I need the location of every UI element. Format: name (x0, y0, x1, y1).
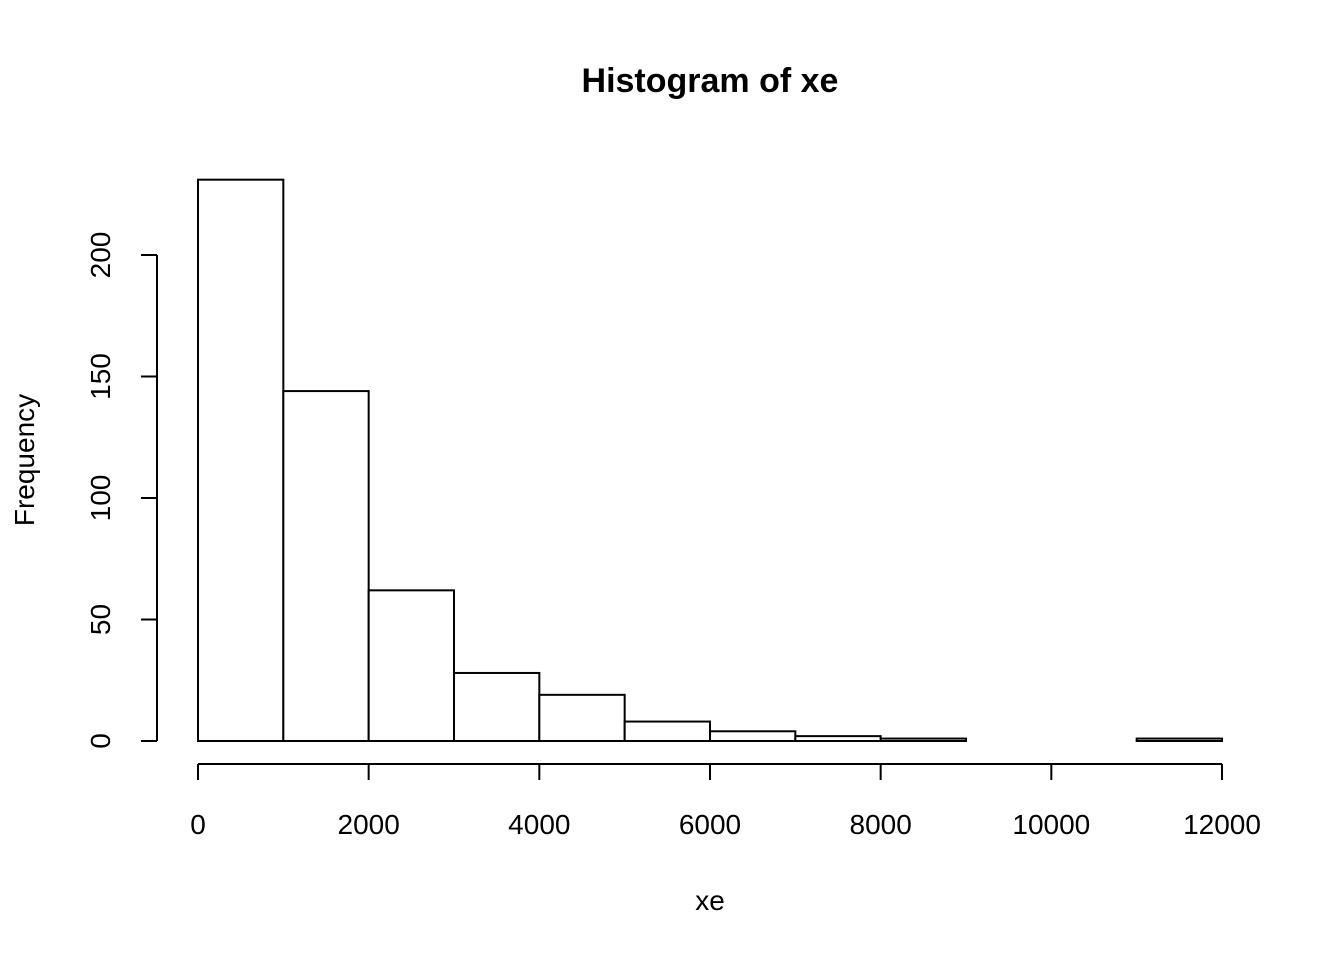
x-tick-label: 6000 (679, 809, 741, 840)
x-tick-label: 4000 (508, 809, 570, 840)
chart-title: Histogram of xe (582, 62, 839, 100)
x-tick-label: 10000 (1012, 809, 1090, 840)
histogram-bar (1135, 737, 1223, 743)
y-axis: 0 50 100 150 200 (85, 232, 158, 749)
bars-group (197, 178, 1223, 743)
histogram-bar (282, 390, 370, 742)
y-tick-label: 150 (85, 353, 116, 400)
histogram-bar (623, 720, 712, 742)
y-tick-label: 200 (85, 232, 116, 279)
y-tick-label: 100 (85, 475, 116, 522)
x-tick-label: 0 (190, 809, 206, 840)
histogram-bar (879, 737, 968, 743)
x-tick-label: 8000 (850, 809, 912, 840)
histogram-bar (367, 589, 455, 743)
histogram-bar (197, 178, 285, 743)
x-tick-label: 2000 (338, 809, 400, 840)
histogram-bar (538, 693, 626, 743)
histogram-bar (453, 671, 541, 743)
y-axis-label: Frequency (9, 394, 40, 526)
x-axis-label: xe (695, 885, 725, 916)
x-tick-label: 12000 (1183, 809, 1261, 840)
y-tick-label: 50 (85, 604, 116, 635)
histogram-bar (794, 735, 882, 743)
histogram-bar (709, 730, 797, 743)
x-axis: 0 2000 4000 6000 8000 10000 12000 (190, 763, 1261, 840)
y-tick-label: 0 (85, 733, 116, 749)
